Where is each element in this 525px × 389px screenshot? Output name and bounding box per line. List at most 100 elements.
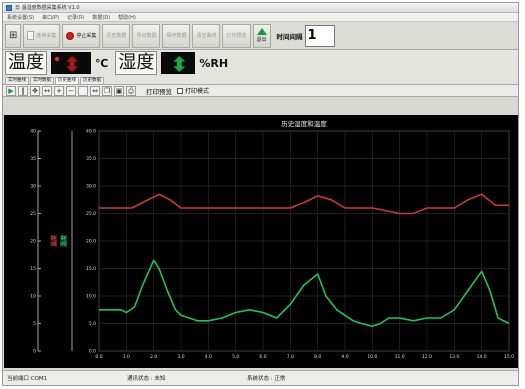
up-arrow-icon xyxy=(256,28,267,35)
history-label: 历史数据 xyxy=(106,33,127,39)
print-mode-label: 打印模式 xyxy=(185,88,210,95)
x-tick-label: 0.0 xyxy=(95,354,102,360)
blank-icon[interactable] xyxy=(78,85,88,96)
print-preview-button[interactable]: 打印预览 xyxy=(222,23,251,48)
humidity-display xyxy=(161,52,196,74)
tab-realtime-data[interactable]: 实时数据 xyxy=(30,77,54,84)
doc-icon xyxy=(27,31,35,40)
print-preview-label: 打印预览 xyxy=(226,33,247,39)
save-label: 保存数据 xyxy=(166,33,187,39)
temperature-series-line xyxy=(99,193,509,215)
left-axis-label: 20 xyxy=(30,239,36,245)
y-tick-label: 5.0 xyxy=(89,321,96,327)
left-axis-label: 0 xyxy=(33,349,36,355)
x-tick-label: 2.0 xyxy=(150,354,157,360)
window-title: 日 温湿度数据采集系统 V1.0 xyxy=(15,5,80,11)
tab-history-curve[interactable]: 历史曲线 xyxy=(55,77,79,84)
status-comm: 通讯状态 : 未知 xyxy=(127,376,166,382)
copy-icon[interactable]: ❐ xyxy=(102,85,112,96)
temperature-unit: ℃ xyxy=(95,56,109,70)
y-tick-label: 30.0 xyxy=(86,184,96,190)
print-preview-text: 打印预览 xyxy=(146,87,172,96)
temp-axis-title: 温度 xyxy=(50,234,58,247)
status-bar: 当前端口 COM1 通讯状态 : 未知 系统状态 : 正常 xyxy=(3,370,518,385)
stop-button[interactable]: 停止采集 xyxy=(62,23,101,48)
move-icon[interactable]: ↔ xyxy=(42,85,52,96)
x-tick-label: 8.0 xyxy=(314,354,321,360)
menu-data[interactable]: 数据(D) xyxy=(92,14,111,21)
x-tick-label: 5.0 xyxy=(232,354,239,360)
temp-trend-icon xyxy=(66,56,78,72)
zoom-in-icon[interactable]: + xyxy=(54,85,64,96)
main-toolbar: ⊞ 连续采集 停止采集 历史数据 导出数据 保存数据 清空曲线 打印预览 退出 … xyxy=(3,22,518,50)
x-tick-label: 4.0 xyxy=(205,354,212,360)
menu-bar: 系统设置(S) 串口(P) 记录(R) 数据(D) 帮助(H) xyxy=(3,13,518,22)
temperature-display xyxy=(51,52,91,74)
x-tick-label: 10.0 xyxy=(367,354,377,360)
zoom-out-icon[interactable]: − xyxy=(66,85,76,96)
play-icon[interactable]: ▶ xyxy=(6,85,16,96)
interval-input[interactable] xyxy=(304,24,335,47)
print-mode-checkbox[interactable] xyxy=(177,87,183,94)
menu-help[interactable]: 帮助(H) xyxy=(118,14,136,21)
left-axis-label: 10 xyxy=(30,294,36,300)
stop-label: 停止采集 xyxy=(76,33,97,39)
x-tick-label: 11.0 xyxy=(395,354,405,360)
start-label: 连续采集 xyxy=(36,33,57,39)
pause-icon[interactable]: ‖ xyxy=(18,85,28,96)
readout-panel: 温度 ℃ 湿度 %RH xyxy=(3,50,518,76)
left-axis-label: 35 xyxy=(30,156,36,162)
humidity-label: 湿度 xyxy=(115,51,158,75)
left-axis-label: 25 xyxy=(30,211,36,217)
menu-record[interactable]: 记录(R) xyxy=(67,14,85,21)
left-axis-label: 30 xyxy=(30,184,36,190)
history-button[interactable]: 历史数据 xyxy=(102,23,131,48)
hum-trend-icon xyxy=(173,56,186,72)
pan-icon[interactable]: ✥ xyxy=(30,85,40,96)
y-tick-label: 40.0 xyxy=(86,129,96,135)
start-button[interactable]: 连续采集 xyxy=(23,23,61,48)
exit-label: 退出 xyxy=(256,37,267,43)
select-tool-button[interactable]: ⊞ xyxy=(5,23,22,48)
y-tick-label: 35.0 xyxy=(86,156,96,162)
tab-realtime-curve[interactable]: 实时曲线 xyxy=(5,77,29,84)
clear-button[interactable]: 清空曲线 xyxy=(192,23,221,48)
chart-title: 历史湿度和温度 xyxy=(281,119,327,128)
x-tick-label: 15.0 xyxy=(504,354,514,360)
exit-button[interactable]: 退出 xyxy=(252,23,271,48)
x-tick-label: 7.0 xyxy=(287,354,294,360)
grid-icon: ⊞ xyxy=(9,29,18,41)
left-axis-label: 40 xyxy=(30,129,36,135)
humidity-series-line xyxy=(99,259,510,328)
left-axis-label: 5 xyxy=(33,321,36,327)
alarm-lamp-icon xyxy=(55,57,59,61)
menu-port[interactable]: 串口(P) xyxy=(42,14,59,21)
x-tick-label: 13.0 xyxy=(449,354,459,360)
title-bar: 日 温湿度数据采集系统 V1.0 xyxy=(3,3,518,13)
x-tick-label: 6.0 xyxy=(259,354,266,360)
status-port: 当前端口 COM1 xyxy=(7,376,48,382)
fit-icon[interactable]: ⇔ xyxy=(90,85,100,96)
x-tick-label: 1.0 xyxy=(123,354,130,360)
y-tick-label: 10.0 xyxy=(86,294,96,300)
humidity-unit: %RH xyxy=(199,56,229,70)
x-tick-label: 14.0 xyxy=(477,354,487,360)
hum-axis-title: 湿度 xyxy=(60,234,68,247)
menu-system[interactable]: 系统设置(S) xyxy=(7,14,35,21)
y-tick-label: 20.0 xyxy=(86,239,96,245)
x-tick-label: 3.0 xyxy=(177,354,184,360)
export-button[interactable]: 导出数据 xyxy=(132,23,161,48)
y-tick-label: 0.0 xyxy=(89,349,96,355)
tab-history-data[interactable]: 历史数据 xyxy=(80,77,104,84)
chart-area: 0.0 1.0 2.0 3.0 4.0 5.0 6.0 7.0 8.0 9.0 10.0 11.0 12… xyxy=(4,115,518,368)
print-icon[interactable]: ⎙ xyxy=(126,85,136,96)
clear-label: 清空曲线 xyxy=(196,33,217,39)
left-axis-label: 15 xyxy=(30,266,36,272)
y-tick-label: 25.0 xyxy=(86,211,96,217)
app-window: 日 温湿度数据采集系统 V1.0 系统设置(S) 串口(P) 记录(R) 数据(… xyxy=(2,2,519,386)
app-icon xyxy=(6,4,12,11)
save-chart-icon[interactable]: ▣ xyxy=(114,85,124,96)
save-button[interactable]: 保存数据 xyxy=(162,23,191,48)
export-label: 导出数据 xyxy=(136,33,157,39)
view-tabs: 实时曲线 实时数据 历史曲线 历史数据 xyxy=(3,76,518,84)
